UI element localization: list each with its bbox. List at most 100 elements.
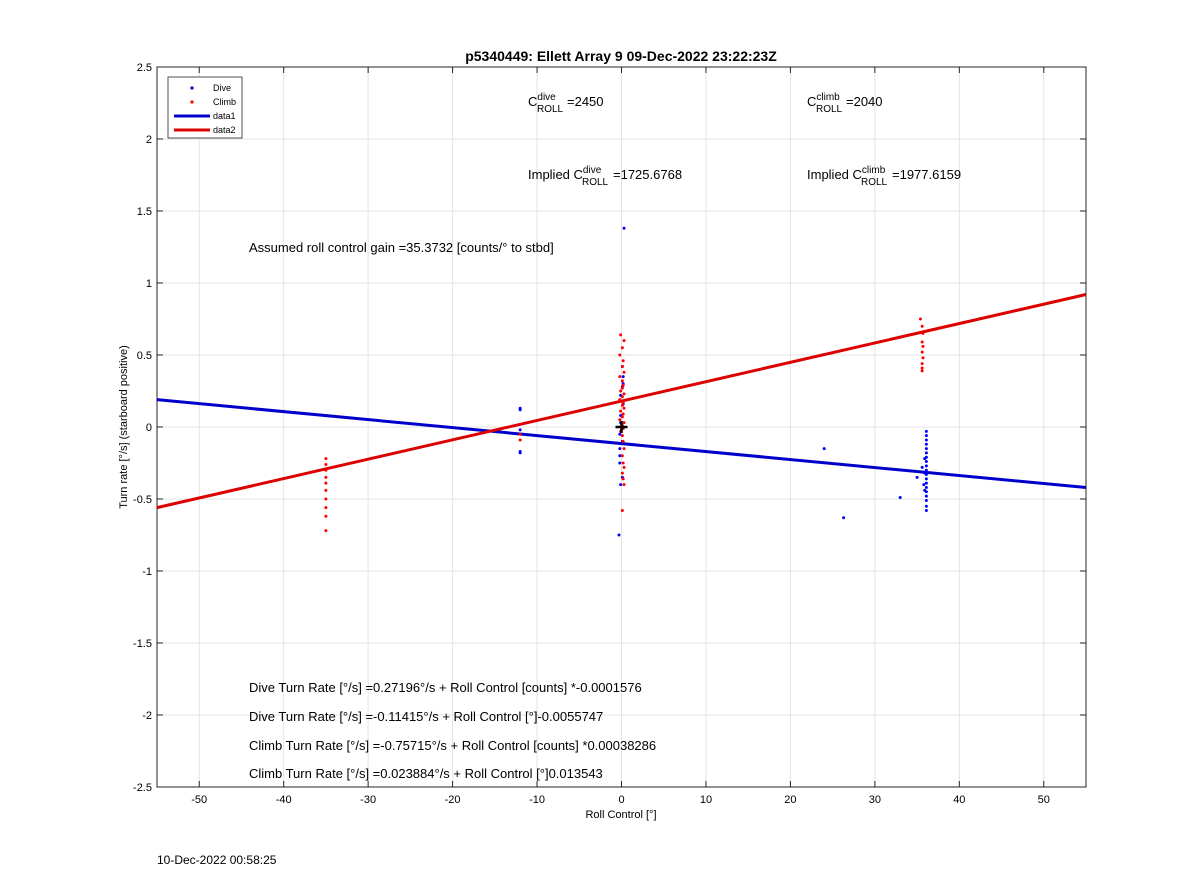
y-tick-label: -1 — [142, 566, 152, 578]
climb-point — [620, 386, 624, 390]
c-dive-prefix: C — [528, 94, 537, 109]
legend-dive-marker — [190, 86, 194, 90]
climb-point — [621, 439, 625, 443]
climb-point — [619, 333, 623, 337]
implied-dive-annotation: Implied Cdive ROLL =1725.6768 — [528, 165, 682, 188]
implied-dive-sup: dive — [583, 165, 602, 176]
dive-point — [924, 509, 928, 513]
y-tick-label: -2 — [142, 710, 152, 722]
climb-point — [618, 418, 622, 422]
climb-point — [620, 415, 624, 419]
gain-annotation: Assumed roll control gain =35.3732 [coun… — [249, 240, 554, 255]
footer-timestamp: 10-Dec-2022 00:58:25 — [157, 853, 277, 867]
x-tick-label: -10 — [529, 794, 545, 806]
legend-dive-label: Dive — [213, 83, 231, 93]
dive-point — [842, 516, 846, 520]
c-dive-sub: ROLL — [537, 104, 564, 115]
dive-point — [924, 442, 928, 446]
implied-climb-sub: ROLL — [861, 177, 888, 188]
climb-point — [921, 356, 925, 360]
climb-point — [620, 395, 624, 399]
dive-point — [619, 483, 623, 487]
climb-point — [621, 461, 625, 465]
climb-point — [622, 465, 626, 469]
implied-climb-annotation: Implied Cclimb ROLL =1977.6159 — [807, 165, 961, 188]
x-tick-label: -20 — [445, 794, 461, 806]
dive-point — [924, 498, 928, 502]
dive-point — [518, 408, 522, 412]
climb-point — [920, 350, 924, 354]
dive-point — [922, 483, 926, 487]
climb-point — [620, 403, 624, 407]
climb-point — [618, 398, 622, 402]
chart-title: p5340449: Ellett Array 9 09-Dec-2022 23:… — [465, 48, 777, 64]
ticks: -50 -40 -30 -20 -10 0 10 20 30 40 50-2.5-2-1.5-1-0… — [133, 62, 1086, 806]
climb-point — [621, 412, 625, 416]
climb-point — [324, 488, 328, 492]
climb-point — [324, 514, 328, 518]
dive-point — [924, 464, 928, 468]
c-dive-annotation: Cdive ROLL=2450 — [528, 92, 604, 115]
equation-climb-degrees: Climb Turn Rate [°/s] =0.023884°/s + Rol… — [249, 766, 603, 781]
climb-point — [324, 497, 328, 501]
climb-point — [620, 346, 624, 350]
climb-point — [621, 359, 625, 363]
climb-point — [920, 340, 924, 344]
climb-point — [620, 471, 624, 475]
climb-point — [324, 468, 328, 472]
climb-point — [518, 432, 522, 436]
climb-point — [620, 365, 624, 369]
y-tick-label: 1.5 — [137, 206, 152, 218]
dive-point — [622, 226, 626, 230]
dive-point — [924, 438, 928, 442]
x-tick-label: 40 — [953, 794, 965, 806]
c-climb-sup: climb — [816, 92, 840, 103]
dive-point — [923, 457, 927, 461]
legend-climb-marker — [190, 100, 194, 104]
data-points — [324, 226, 928, 537]
implied-dive-prefix: Implied C — [528, 167, 583, 182]
dive-point — [518, 451, 522, 455]
climb-point — [921, 344, 925, 348]
dive-point — [924, 451, 928, 455]
dive-point — [618, 461, 622, 465]
y-tick-label: 0.5 — [137, 350, 152, 362]
dive-point — [924, 434, 928, 438]
climb-point — [518, 438, 522, 442]
y-tick-label: -2.5 — [133, 782, 152, 794]
equation-dive-degrees: Dive Turn Rate [°/s] =-0.11415°/s + Roll… — [249, 709, 603, 724]
climb-point — [622, 392, 626, 396]
dive-point — [822, 447, 826, 451]
climb-point — [920, 369, 924, 373]
dive-point — [924, 481, 928, 485]
dive-point — [924, 494, 928, 498]
climb-point — [620, 379, 624, 383]
x-tick-label: 50 — [1038, 794, 1050, 806]
dive-point — [617, 533, 621, 537]
climb-point — [324, 462, 328, 466]
legend-data2-label: data2 — [213, 125, 236, 135]
climb-point — [622, 339, 626, 343]
dive-point — [924, 429, 928, 433]
dive-point — [924, 447, 928, 451]
climb-point — [620, 454, 624, 458]
dive-point — [915, 475, 919, 479]
dive-point — [621, 375, 625, 379]
climb-point — [622, 447, 626, 451]
fit-line-data2 — [156, 293, 1087, 510]
climb-point — [324, 529, 328, 533]
dive-point — [924, 504, 928, 508]
climb-point — [621, 477, 625, 481]
climb-point — [324, 457, 328, 461]
x-tick-label: -40 — [276, 794, 292, 806]
climb-point — [920, 362, 924, 366]
dive-point — [923, 488, 927, 492]
c-climb-value: =2040 — [846, 94, 883, 109]
climb-point — [618, 375, 622, 379]
climb-point — [324, 506, 328, 510]
y-axis-label: Turn rate [°/s] (starboard positive) — [118, 345, 130, 509]
x-tick-label: 0 — [618, 794, 624, 806]
dive-point — [924, 477, 928, 481]
c-dive-sup: dive — [537, 92, 556, 103]
